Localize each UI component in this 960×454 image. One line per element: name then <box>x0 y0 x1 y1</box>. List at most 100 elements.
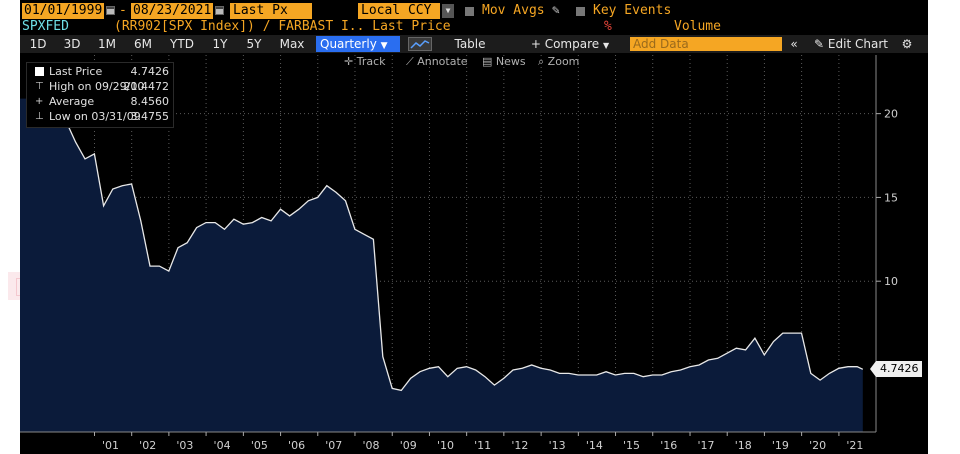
calendar-icon[interactable] <box>106 6 115 15</box>
y-tick-label: 20 <box>884 108 898 121</box>
legend-value: 3.4755 <box>130 110 170 123</box>
legend-label: High on 09/29/00 <box>49 80 145 93</box>
x-tick-label: '09 <box>400 439 417 452</box>
period-button-max[interactable]: Max <box>279 37 305 51</box>
security-ticker[interactable]: SPXFED <box>22 19 69 34</box>
edit-chart-button[interactable]: ✎ Edit Chart <box>810 35 892 53</box>
news-icon: ▤ <box>482 55 493 68</box>
legend-row-high: ⊤ High on 09/29/00 21.4472 <box>27 79 173 94</box>
frequency-label: Quarterly <box>320 37 377 51</box>
x-tick-label: '11 <box>474 439 491 452</box>
news-label: News <box>495 55 526 68</box>
price-field-select[interactable]: Last Px <box>230 3 312 19</box>
x-axis: '01 '02 '03 '04 '05 '06 '07 '08 '09 '10 '11 '12 '13 '… <box>93 432 863 452</box>
x-tick-label: '04 <box>214 439 231 452</box>
bloomberg-chart-panel: 01/01/1999 - 08/23/2021 Last Px Local CC… <box>20 0 928 454</box>
x-tick-label: '07 <box>325 439 342 452</box>
period-button-1y[interactable]: 1Y <box>212 37 228 51</box>
legend-value: 8.4560 <box>130 95 170 108</box>
key-events-label[interactable]: Key Events <box>593 3 672 18</box>
compare-label: + Compare <box>530 37 600 51</box>
last-price-swatch-icon <box>35 67 44 76</box>
chevron-down-icon: ▼ <box>602 41 610 50</box>
mov-avgs-label[interactable]: Mov Avgs <box>482 3 545 18</box>
date-separator: - <box>119 3 127 18</box>
period-button-5y[interactable]: 5Y <box>246 37 262 51</box>
legend-label: Low on 03/31/09 <box>49 110 141 123</box>
news-button[interactable]: ▤ News <box>482 55 526 69</box>
security-description: (RR902[SPX Index]) / FARBAST I.. Last Pr… <box>114 19 451 34</box>
x-tick-label: '21 <box>846 439 863 452</box>
last-value-tag: 4.7426 <box>870 361 922 377</box>
legend-row-average: + Average 8.4560 <box>27 94 173 109</box>
frequency-select[interactable]: Quarterly ▼ <box>316 36 400 52</box>
gear-icon[interactable]: ⚙ <box>901 37 913 51</box>
annotate-button[interactable]: ⟋ Annotate <box>406 55 468 69</box>
volume-label: Volume <box>674 19 721 34</box>
annotate-icon: ⟋ <box>406 55 414 68</box>
magnifier-icon: ⌕ <box>538 55 545 68</box>
zoom-label: Zoom <box>547 55 580 68</box>
period-toolbar: 1D 3D 1M 6M YTD 1Y 5Y Max Quarterly ▼ Ta… <box>20 35 928 53</box>
add-data-input[interactable] <box>630 37 782 51</box>
period-button-3d[interactable]: 3D <box>63 37 81 51</box>
x-tick-label: '05 <box>251 439 268 452</box>
line-chart-icon[interactable] <box>408 37 432 51</box>
collapse-icon[interactable]: « <box>790 37 798 51</box>
x-tick-label: '01 <box>102 439 119 452</box>
price-chart[interactable]: 10 15 20 '01 '02 '03 '04 '05 '06 '07 '08 '09 '10 '11… <box>20 53 928 454</box>
x-tick-label: '02 <box>139 439 156 452</box>
pencil-icon: ✎ <box>814 37 825 51</box>
x-tick-label: '10 <box>437 439 454 452</box>
zoom-button[interactable]: ⌕ Zoom <box>538 55 579 69</box>
x-tick-label: '14 <box>586 439 603 452</box>
x-tick-label: '18 <box>735 439 752 452</box>
x-tick-label: '06 <box>288 439 305 452</box>
x-tick-label: '13 <box>549 439 566 452</box>
x-tick-label: '17 <box>698 439 715 452</box>
pencil-icon[interactable]: ✎ <box>552 3 560 18</box>
chevron-down-icon[interactable]: ▼ <box>442 4 454 18</box>
series-area <box>20 90 863 432</box>
security-row: SPXFED (RR902[SPX Index]) / FARBAST I.. … <box>20 19 928 35</box>
chevron-down-icon: ▼ <box>380 41 388 51</box>
x-tick-label: '16 <box>660 439 677 452</box>
legend-label: Last Price <box>49 65 103 78</box>
track-button[interactable]: ✛ Track <box>344 55 386 69</box>
y-tick-label: 15 <box>884 191 898 204</box>
period-button-ytd[interactable]: YTD <box>170 37 194 51</box>
high-marker-icon: ⊤ <box>35 81 44 92</box>
y-axis: 10 15 20 <box>876 108 898 288</box>
x-tick-label: '20 <box>809 439 826 452</box>
y-tick-label: 10 <box>884 275 898 288</box>
legend-row-low: ⊥ Low on 03/31/09 3.4755 <box>27 109 173 124</box>
compare-button[interactable]: + Compare ▼ <box>524 35 616 53</box>
period-button-6m[interactable]: 6M <box>134 37 152 51</box>
x-tick-label: '19 <box>772 439 789 452</box>
start-date-field[interactable]: 01/01/1999 <box>22 3 104 19</box>
chart-legend: Last Price 4.7426 ⊤ High on 09/29/00 21.… <box>26 62 174 128</box>
crosshair-icon: ✛ <box>344 55 354 68</box>
key-events-checkbox[interactable] <box>576 7 585 16</box>
legend-value: 4.7426 <box>130 65 170 78</box>
x-tick-label: '15 <box>623 439 640 452</box>
period-button-1d[interactable]: 1D <box>29 37 47 51</box>
calendar-icon[interactable] <box>215 6 224 15</box>
header-row: 01/01/1999 - 08/23/2021 Last Px Local CC… <box>20 2 928 20</box>
series-line <box>28 89 864 392</box>
track-label: Track <box>356 55 386 68</box>
percent-toggle[interactable]: % <box>604 19 612 34</box>
x-tick-label: '08 <box>362 439 379 452</box>
mov-avgs-checkbox[interactable] <box>465 7 474 16</box>
x-tick-label: '03 <box>176 439 193 452</box>
x-tick-label: '12 <box>511 439 528 452</box>
table-button[interactable]: Table <box>454 37 486 51</box>
legend-value: 21.4472 <box>123 80 170 93</box>
average-marker-icon: + <box>35 96 44 107</box>
legend-row-last-price[interactable]: Last Price 4.7426 <box>27 64 173 79</box>
end-date-field[interactable]: 08/23/2021 <box>131 3 213 19</box>
period-button-1m[interactable]: 1M <box>98 37 116 51</box>
annotate-label: Annotate <box>417 55 468 68</box>
currency-select[interactable]: Local CCY <box>358 3 440 19</box>
legend-label: Average <box>49 95 95 108</box>
